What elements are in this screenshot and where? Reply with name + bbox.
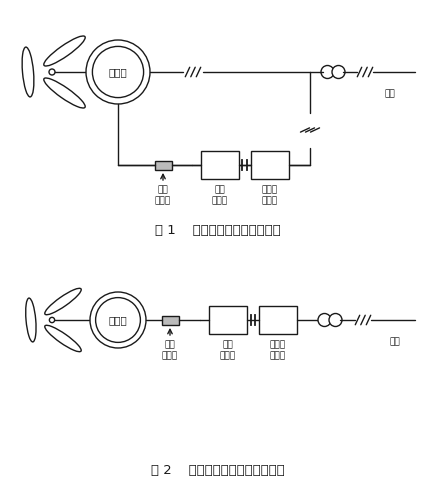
Circle shape [321,66,334,79]
Circle shape [318,313,331,327]
Circle shape [49,318,54,323]
Text: 机侧
变流器: 机侧 变流器 [212,185,228,206]
Bar [161,316,178,325]
Circle shape [95,297,140,342]
Text: 图 2    全功率机组机侧滤波器范围: 图 2 全功率机组机侧滤波器范围 [151,464,285,476]
Text: 发电机: 发电机 [109,67,127,77]
Text: 电网侧
变流器: 电网侧 变流器 [262,185,278,206]
Text: 电网: 电网 [385,89,395,98]
Circle shape [329,313,342,327]
Text: 发电机: 发电机 [109,315,127,325]
Text: 机侧
变流器: 机侧 变流器 [220,340,236,361]
Text: 电网侧
变流器: 电网侧 变流器 [270,340,286,361]
Text: 机侧
滤波器: 机侧 滤波器 [162,340,178,361]
Circle shape [90,292,146,348]
Circle shape [332,66,345,79]
Bar [154,160,171,169]
Bar [251,151,289,179]
Bar [209,306,247,334]
Circle shape [86,40,150,104]
Text: 电网: 电网 [390,337,400,346]
Bar [259,306,297,334]
Text: 机侧
滤波器: 机侧 滤波器 [155,185,171,206]
Bar [201,151,239,179]
Circle shape [92,46,143,98]
Circle shape [49,69,55,75]
Text: 图 1    双馈机组机侧滤波器范围: 图 1 双馈机组机侧滤波器范围 [155,223,281,236]
